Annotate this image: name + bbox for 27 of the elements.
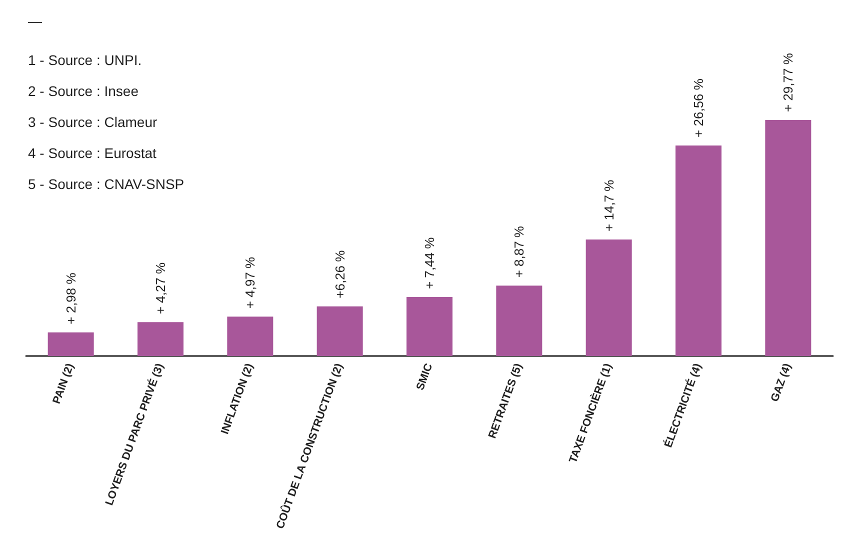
annotation: 4 - Source : Eurostat	[28, 145, 157, 161]
text: 2 - Source : Insee	[28, 83, 139, 99]
bar	[496, 286, 542, 356]
bar	[48, 332, 94, 356]
data-label: + 4,27 %	[153, 262, 168, 314]
bar	[316, 306, 363, 356]
bar	[765, 120, 812, 356]
x-tick-label: GAZ (4)	[768, 362, 794, 404]
bar	[586, 239, 632, 356]
bar	[227, 316, 274, 356]
data-label: + 2,98 %	[63, 272, 78, 324]
text: 1 - Source : UNPI.	[28, 52, 142, 68]
data-label: + 7,44 %	[422, 236, 437, 290]
data-label: + 26,56 %	[691, 78, 706, 138]
annotation: 5 - Source : CNAV-SNSP	[28, 176, 184, 192]
x-tick-label: PAIN (2)	[50, 362, 77, 406]
data-label: +6,26 %	[332, 250, 348, 298]
data-label: + 4,97 %	[242, 256, 258, 309]
bar	[406, 297, 452, 356]
data-label: + 8,87 %	[512, 226, 527, 278]
x-tick-label: SMIC	[414, 362, 436, 392]
bar	[138, 322, 184, 356]
data-label: + 29,77 %	[780, 52, 796, 112]
annotation: 3 - Source : Clameur	[28, 114, 158, 130]
bar	[676, 145, 722, 356]
text: —	[28, 13, 42, 29]
data-label: + 14,7 %	[601, 179, 616, 232]
